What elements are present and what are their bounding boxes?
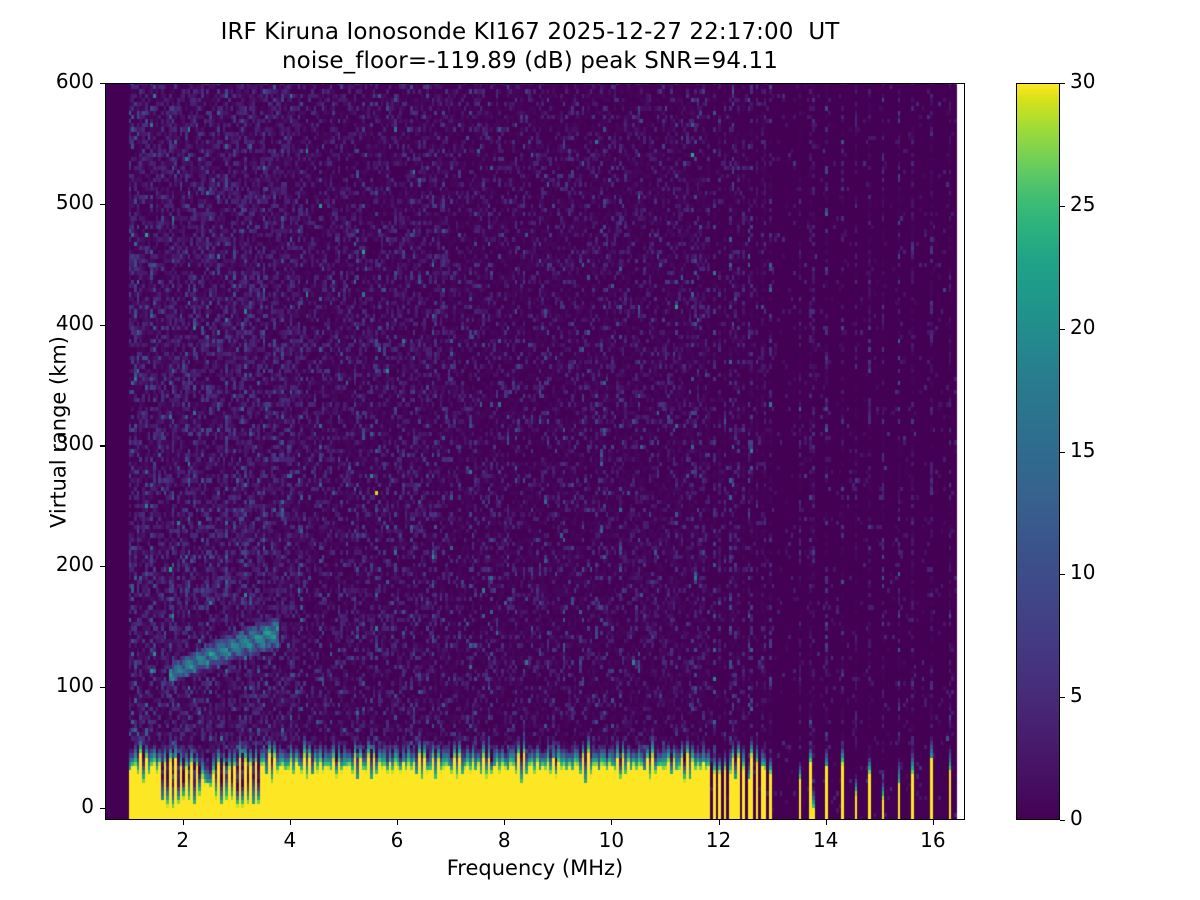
x-tick-mark xyxy=(182,820,184,825)
x-tick-label: 16 xyxy=(920,828,946,852)
snr-colorbar xyxy=(1016,83,1060,820)
x-tick-label: 14 xyxy=(812,828,839,852)
ionogram-heatmap xyxy=(106,84,964,819)
y-axis-label: Virtual range (km) xyxy=(46,335,71,529)
y-tick-mark xyxy=(100,83,105,85)
colorbar-tick-mark xyxy=(1060,328,1065,330)
colorbar-tick-mark xyxy=(1060,451,1065,453)
y-tick-mark xyxy=(100,566,105,568)
x-tick-mark xyxy=(289,820,291,825)
y-tick-mark xyxy=(100,445,105,447)
colorbar-tick-mark xyxy=(1060,205,1065,207)
x-tick-label: 6 xyxy=(390,828,404,852)
title-line-2: noise_floor=-119.89 (dB) peak SNR=94.11 xyxy=(281,48,779,75)
y-tick-mark xyxy=(100,687,105,689)
y-tick-mark xyxy=(100,203,105,205)
colorbar-tick-mark xyxy=(1060,574,1065,576)
x-axis-label: Frequency (MHz) xyxy=(446,856,624,880)
x-tick-label: 2 xyxy=(176,828,190,852)
y-tick-mark xyxy=(100,807,105,809)
x-tick-mark xyxy=(718,820,720,825)
y-tick-mark xyxy=(100,324,105,326)
colorbar-tick-mark xyxy=(1060,820,1065,822)
ionogram-plot-area xyxy=(105,83,965,820)
colorbar-tick-mark xyxy=(1060,697,1065,699)
figure-title: IRF Kiruna Ionosonde KI167 2025-12-27 22… xyxy=(0,18,1060,77)
x-tick-label: 12 xyxy=(705,828,732,852)
x-tick-mark xyxy=(825,820,827,825)
x-tick-label: 8 xyxy=(497,828,511,852)
x-tick-mark xyxy=(504,820,506,825)
x-tick-label: 10 xyxy=(598,828,625,852)
x-tick-mark xyxy=(932,820,934,825)
x-tick-mark xyxy=(397,820,399,825)
x-tick-label: 4 xyxy=(283,828,297,852)
title-line-1: IRF Kiruna Ionosonde KI167 2025-12-27 22… xyxy=(220,19,840,45)
x-tick-mark xyxy=(611,820,613,825)
colorbar-tick-mark xyxy=(1060,83,1065,85)
